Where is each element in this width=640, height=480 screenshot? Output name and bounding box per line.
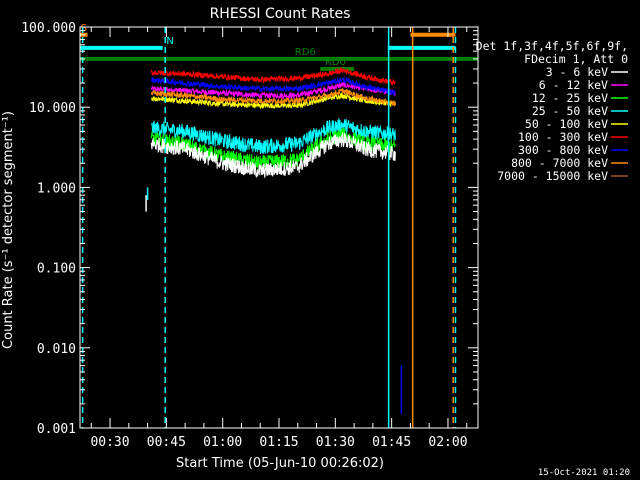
x-tick-label: 01:30 [316,435,355,450]
x-tick-label: 00:30 [90,435,129,450]
legend-entry-label: 12 - 25 keV [532,91,608,105]
legend-header: FDecim 1, Att 0 [524,52,628,66]
axes-layer: 0.001 0.010 0.100 1.000 10.000 100.000 00:30 00… [21,21,479,450]
x-tick-label: 02:00 [428,435,467,450]
flag-bars-layer: S N RD6 RD0 [80,23,478,71]
legend-entry-label: 100 - 300 keV [518,130,608,144]
legend-entry-label: 3 - 6 keV [546,65,608,79]
x-axis-label: Start Time (05-Jun-10 00:26:02) [176,456,384,471]
y-axis-label: Count Rate (s⁻¹ detector segment⁻¹) [1,111,16,349]
x-tick-label: 01:15 [259,435,298,450]
y-tick-label: 100.000 [21,21,76,36]
x-tick-label: 01:00 [203,435,242,450]
legend-entry-label: 50 - 100 keV [525,117,608,131]
y-tick-label: 1.000 [37,181,76,196]
legend-header: Det 1f,3f,4f,5f,6f,9f, [476,39,628,53]
legend-entry-label: 6 - 12 keV [539,78,608,92]
series-line [150,132,396,179]
chart-title: RHESSI Count Rates [210,6,351,22]
series-line [150,87,396,107]
legend-entry-label: 25 - 50 keV [532,104,608,118]
series-line [150,81,396,100]
flag-bar-label: N [166,36,173,47]
y-tick-label: 0.001 [37,422,76,437]
series-layer [145,67,403,414]
flag-bar-label: RD6 [295,47,316,58]
footer-timestamp: 15-Oct-2021 01:20 [538,468,630,478]
x-tick-label: 00:45 [147,435,186,450]
legend: Det 1f,3f,4f,5f,6f,9f,FDecim 1, Att 03 -… [476,39,628,183]
legend-entry-label: 7000 - 15000 keV [497,169,608,183]
series-line [150,67,396,86]
legend-entry-label: 300 - 800 keV [518,143,608,157]
y-tick-label: 10.000 [29,101,76,116]
flag-bar-label: S [81,23,87,34]
x-tick-label: 01:45 [372,435,411,450]
y-tick-label: 0.100 [37,262,76,277]
flag-bar-label: RD0 [325,57,346,68]
y-tick-label: 0.010 [37,342,76,357]
vertical-markers-layer [81,27,457,428]
legend-entry-label: 800 - 7000 keV [511,156,608,170]
series-line [150,76,396,96]
series-line [150,118,396,155]
